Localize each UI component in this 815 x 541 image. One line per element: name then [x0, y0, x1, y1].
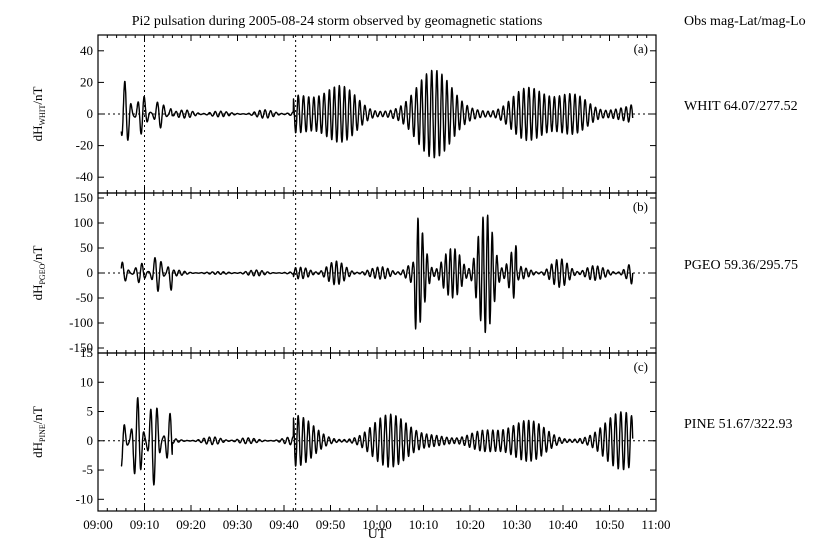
- station-label: WHIT 64.07/277.52: [684, 99, 798, 114]
- chart-title: Pi2 pulsation during 2005-08-24 storm ob…: [132, 14, 543, 29]
- plot-frame: [97, 192, 657, 354]
- y-tick-label: 50: [80, 240, 93, 255]
- y-tick-label: -20: [76, 138, 93, 153]
- panels: -40 -20 0 20 40 (a) WHIT 64.07/277.52 dHWHIT/nT…: [30, 34, 798, 512]
- station-header: Obs mag-Lat/mag-Lo: [684, 14, 806, 29]
- y-tick-label: -5: [82, 462, 93, 477]
- x-tick-label: 09:30: [223, 517, 253, 532]
- station-label: PGEO 59.36/295.75: [684, 258, 798, 273]
- signal-line: [120, 69, 634, 159]
- y-tick-label: -40: [76, 169, 93, 184]
- y-tick-label: 20: [80, 74, 93, 89]
- panel-a: -40 -20 0 20 40 (a) WHIT 64.07/277.52 dHWHIT/nT: [30, 34, 798, 194]
- y-tick-label: 0: [87, 106, 94, 121]
- x-tick-label: 09:40: [269, 517, 299, 532]
- y-tick-label: -10: [76, 491, 93, 506]
- x-tick-label: 10:20: [455, 517, 485, 532]
- y-axis-label: dHPINE/nT: [30, 406, 47, 458]
- y-tick-label: 100: [74, 215, 94, 230]
- plot-frame: [97, 352, 657, 512]
- y-tick-label: -50: [76, 290, 93, 305]
- x-tick-label: 10:40: [548, 517, 578, 532]
- x-tick-label: 09:20: [176, 517, 206, 532]
- x-tick-labels: 09:00 09:10 09:20 09:30 09:40 09:50 10:00 10:10…: [83, 517, 670, 532]
- y-tick-label: -100: [69, 315, 93, 330]
- station-label: PINE 51.67/322.93: [684, 417, 793, 432]
- x-tick-label: 10:30: [502, 517, 532, 532]
- y-tick-label: 15: [80, 345, 93, 360]
- x-tick-label: 10:00: [362, 517, 392, 532]
- signal-line: [120, 214, 634, 334]
- y-axis-label: dHWHIT/nT: [30, 87, 47, 142]
- panel-c: -10 -5 0 5 10 15 (c) PINE 51.67/322.93 dHPINE/nT: [30, 345, 793, 512]
- x-tick-label: 10:50: [595, 517, 625, 532]
- y-tick-label: 10: [80, 374, 93, 389]
- y-tick-label: 0: [87, 433, 94, 448]
- x-tick-label: 10:10: [409, 517, 439, 532]
- y-tick-label: 150: [74, 190, 94, 205]
- y-tick-label: 0: [87, 265, 94, 280]
- y-tick-label: -150: [69, 340, 93, 355]
- signal-line: [120, 397, 634, 486]
- x-axis-label: UT: [368, 527, 387, 541]
- x-tick-label: 09:50: [316, 517, 346, 532]
- panel-label: (a): [634, 41, 648, 56]
- y-axis-label: dHPGEO/nT: [30, 246, 47, 301]
- panel-label: (b): [633, 199, 648, 214]
- y-tick-label: 5: [87, 404, 94, 419]
- panel-label: (c): [634, 359, 648, 374]
- y-tick-label: 40: [80, 43, 93, 58]
- panel-b: -150 -100 -50 0 50 100 150 (b) PGEO 59.36/295.75…: [30, 190, 798, 355]
- x-tick-label: 09:10: [130, 517, 160, 532]
- x-tick-label: 11:00: [641, 517, 670, 532]
- x-tick-label: 09:00: [83, 517, 113, 532]
